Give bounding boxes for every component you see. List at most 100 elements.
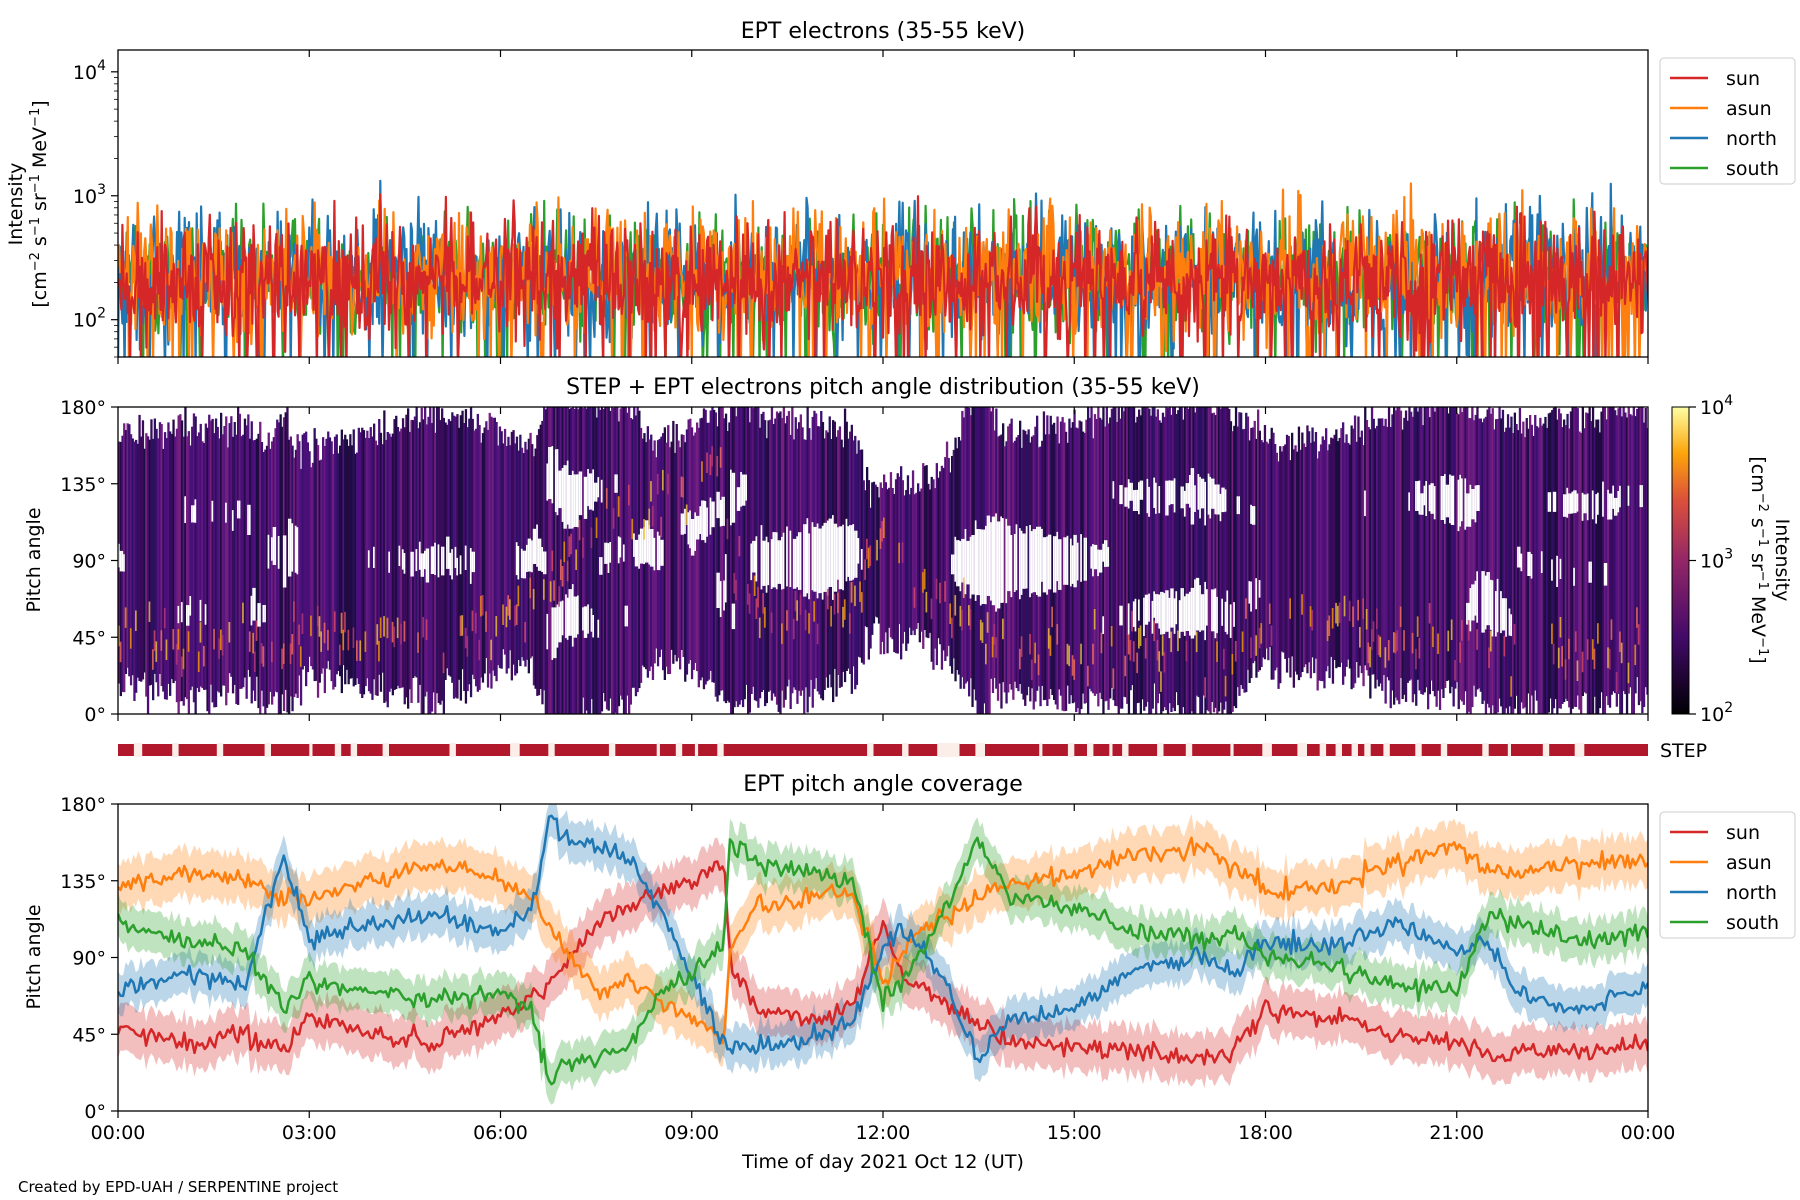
heatmap-hot (1362, 598, 1365, 619)
heatmap-column (1501, 409, 1505, 714)
heatmap-gap (716, 572, 719, 608)
heatmap-column (378, 419, 381, 675)
heatmap-gap (1619, 485, 1622, 508)
heatmap-column (1279, 446, 1282, 684)
heatmap-gap (600, 479, 604, 503)
heatmap-column (1294, 445, 1297, 672)
heatmap-gap (1433, 486, 1437, 520)
heatmap-column (1379, 418, 1382, 684)
heatmap-gap (682, 513, 685, 535)
heatmap-column (1364, 407, 1367, 666)
heatmap-column (1234, 407, 1238, 709)
heatmap-gap (254, 587, 257, 621)
heatmap-column (1360, 430, 1363, 674)
heatmap-column (1132, 407, 1136, 714)
heatmap-gap (651, 529, 655, 567)
heatmap-column (1563, 419, 1566, 702)
heatmap-column (362, 430, 366, 695)
heatmap-column (262, 452, 265, 707)
heatmap-gap (971, 535, 974, 595)
step-gap (1122, 743, 1129, 757)
heatmap-column (299, 468, 303, 706)
heatmap-column (298, 441, 301, 676)
heatmap-column (682, 434, 685, 657)
heatmap-column (1012, 442, 1015, 700)
y-tick-label: 103 (73, 182, 106, 208)
heatmap-gap (1102, 616, 1105, 634)
heatmap-column (1219, 408, 1222, 703)
heatmap-hot (1161, 635, 1165, 656)
heatmap-column (1608, 407, 1612, 708)
heatmap-column (1175, 414, 1178, 693)
heatmap-hot (582, 537, 585, 558)
heatmap-gap (1047, 534, 1051, 590)
heatmap-column (1547, 413, 1550, 713)
heatmap-column (379, 432, 383, 692)
heatmap-gap (561, 468, 564, 522)
heatmap-gap (643, 527, 646, 565)
heatmap-hot (1461, 620, 1464, 641)
heatmap-gap (583, 476, 587, 519)
heatmap-hot (612, 508, 615, 529)
heatmap-column (728, 422, 731, 703)
heatmap-gap (605, 542, 609, 564)
heatmap-column (711, 407, 714, 683)
heatmap-column (471, 418, 474, 675)
heatmap-column (721, 407, 724, 691)
heatmap-hot (1231, 654, 1234, 675)
heatmap-gap (184, 496, 187, 523)
heatmap-hot (867, 547, 870, 569)
heatmap-hot (1551, 623, 1554, 645)
heatmap-hot (563, 541, 566, 563)
heatmap-column (218, 438, 221, 693)
heatmap-column (709, 410, 712, 671)
panel1-series (118, 179, 1648, 357)
step-gap (548, 743, 555, 757)
heatmap-hot (1335, 602, 1338, 624)
heatmap-gap (1496, 578, 1499, 633)
heatmap-gap (272, 527, 275, 565)
heatmap-gap (1148, 593, 1151, 622)
heatmap-column (475, 428, 478, 687)
heatmap-column (1199, 407, 1202, 714)
heatmap-column (1461, 412, 1464, 702)
heatmap-hot (991, 636, 995, 658)
heatmap-gap (1071, 545, 1074, 584)
heatmap-column (696, 422, 699, 672)
panel1-ylabel-units: [cm−2 s−1 sr−1 MeV−1] (28, 100, 51, 307)
heatmap-gap (1183, 596, 1187, 636)
heatmap-hot (551, 550, 554, 572)
heatmap-gap (983, 529, 986, 604)
heatmap-hot (252, 632, 255, 654)
heatmap-column (413, 416, 417, 677)
heatmap-gap (957, 540, 961, 587)
y-tick-label: 90° (72, 551, 106, 573)
heatmap-column (1165, 407, 1168, 711)
heatmap-gap (624, 605, 627, 627)
heatmap-column (349, 434, 352, 679)
heatmap-column (152, 438, 155, 701)
heatmap-gap (543, 551, 546, 575)
heatmap-gap (752, 540, 755, 573)
pitch-angle-coverage-panel: EPT pitch angle coverage 0°45°90°135°180… (23, 772, 1796, 1173)
heatmap-column (361, 427, 364, 698)
heatmap-column (1367, 427, 1370, 676)
heatmap-column (1319, 444, 1323, 681)
heatmap-column (906, 475, 910, 644)
heatmap-column (1180, 407, 1183, 714)
step-gap (172, 743, 179, 757)
heatmap-column (1472, 420, 1476, 686)
heatmap-gap (1238, 496, 1241, 515)
heatmap-column (1615, 415, 1618, 707)
heatmap-column (1474, 414, 1477, 697)
heatmap-gap (522, 550, 525, 579)
heatmap-column (1607, 407, 1610, 706)
heatmap-column (1302, 443, 1306, 668)
heatmap-column (706, 422, 709, 682)
heatmap-gap (186, 605, 189, 626)
heatmap-gap (1585, 494, 1588, 514)
heatmap-column (787, 411, 791, 680)
heatmap-gap (847, 526, 850, 577)
heatmap-gap (1211, 589, 1214, 632)
heatmap-column (1537, 427, 1540, 714)
